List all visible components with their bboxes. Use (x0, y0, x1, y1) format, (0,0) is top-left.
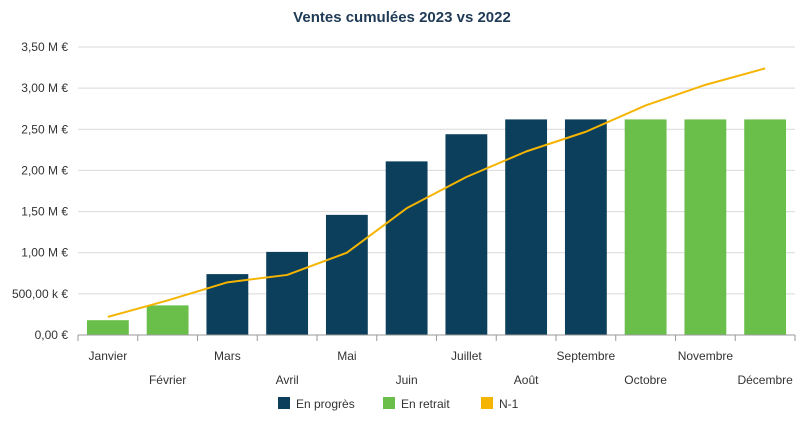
x-tick-label: Novembre (678, 349, 734, 363)
x-axis: Janvier Février Mars Avril Mai Juin Juillet Aoû… (77, 334, 796, 387)
legend-label: En progrès (296, 397, 355, 411)
bar-en-progrès-3[interactable] (266, 251, 309, 335)
y-tick-label: 2,50 M € (21, 122, 68, 136)
x-tick-label: Juin (396, 373, 418, 387)
n1-point-10[interactable] (703, 82, 708, 87)
legend-swatch (278, 397, 290, 409)
x-tick-label: Septembre (557, 349, 616, 363)
y-tick-label: 1,50 M € (21, 205, 68, 219)
x-tick-label: Avril (276, 373, 299, 387)
x-tick-label: Août (514, 373, 539, 387)
y-tick-label: 0,00 € (35, 328, 69, 342)
x-tick-label: Mars (214, 349, 241, 363)
n1-point-7[interactable] (524, 149, 529, 154)
bar-en-retrait-11[interactable] (744, 119, 787, 335)
bar-en-progrès-5[interactable] (385, 161, 428, 335)
bar-en-progrès-2[interactable] (206, 274, 249, 335)
n1-point-6[interactable] (464, 175, 469, 180)
legend-item-en-retrait[interactable]: En retrait (383, 397, 450, 411)
legend: En progrès En retrait N-1 (278, 397, 519, 411)
bars (86, 119, 787, 335)
n1-point-8[interactable] (583, 129, 588, 134)
x-tick-label: Janvier (89, 349, 128, 363)
bar-en-progrès-8[interactable] (564, 119, 607, 335)
legend-item-en-progrès[interactable]: En progrès (278, 397, 355, 411)
legend-label: N-1 (499, 397, 519, 411)
chart-title: Ventes cumulées 2023 vs 2022 (293, 9, 511, 26)
bar-en-progrès-7[interactable] (505, 119, 548, 335)
y-tick-label: 2,00 M € (21, 163, 68, 177)
x-tick-label: Juillet (451, 349, 482, 363)
y-tick-label: 500,00 k € (12, 287, 68, 301)
n1-point-1[interactable] (165, 298, 170, 303)
bar-en-progrès-6[interactable] (445, 134, 488, 335)
bar-en-retrait-10[interactable] (684, 119, 727, 335)
n1-point-5[interactable] (404, 206, 409, 211)
legend-swatch (383, 397, 395, 409)
n1-point-0[interactable] (105, 314, 110, 319)
x-tick-label: Octobre (624, 373, 667, 387)
bar-en-retrait-0[interactable] (86, 320, 129, 335)
legend-item-n-1[interactable]: N-1 (481, 397, 519, 411)
y-tick-label: 3,50 M € (21, 40, 68, 54)
y-tick-label: 3,00 M € (21, 81, 68, 95)
n1-line[interactable] (107, 67, 766, 318)
n1-point-2[interactable] (225, 280, 230, 285)
n1-point-4[interactable] (344, 250, 349, 255)
legend-label: En retrait (401, 397, 450, 411)
bar-en-progrès-4[interactable] (325, 214, 368, 335)
n1-point-11[interactable] (763, 66, 768, 71)
n1-point-3[interactable] (285, 272, 290, 277)
gridlines (78, 46, 795, 336)
y-tick-label: 1,00 M € (21, 246, 68, 260)
y-axis-ticks: 0,00 € 500,00 k € 1,00 M € 1,50 M € 2,00 M €… (12, 40, 68, 342)
x-tick-label: Février (149, 373, 186, 387)
x-tick-label: Décembre (737, 373, 793, 387)
n1-line-layer (105, 66, 768, 319)
n1-point-9[interactable] (643, 103, 648, 108)
bar-en-retrait-9[interactable] (624, 119, 667, 335)
x-tick-label: Mai (337, 349, 356, 363)
bar-en-retrait-1[interactable] (146, 305, 189, 335)
legend-swatch (481, 397, 493, 409)
